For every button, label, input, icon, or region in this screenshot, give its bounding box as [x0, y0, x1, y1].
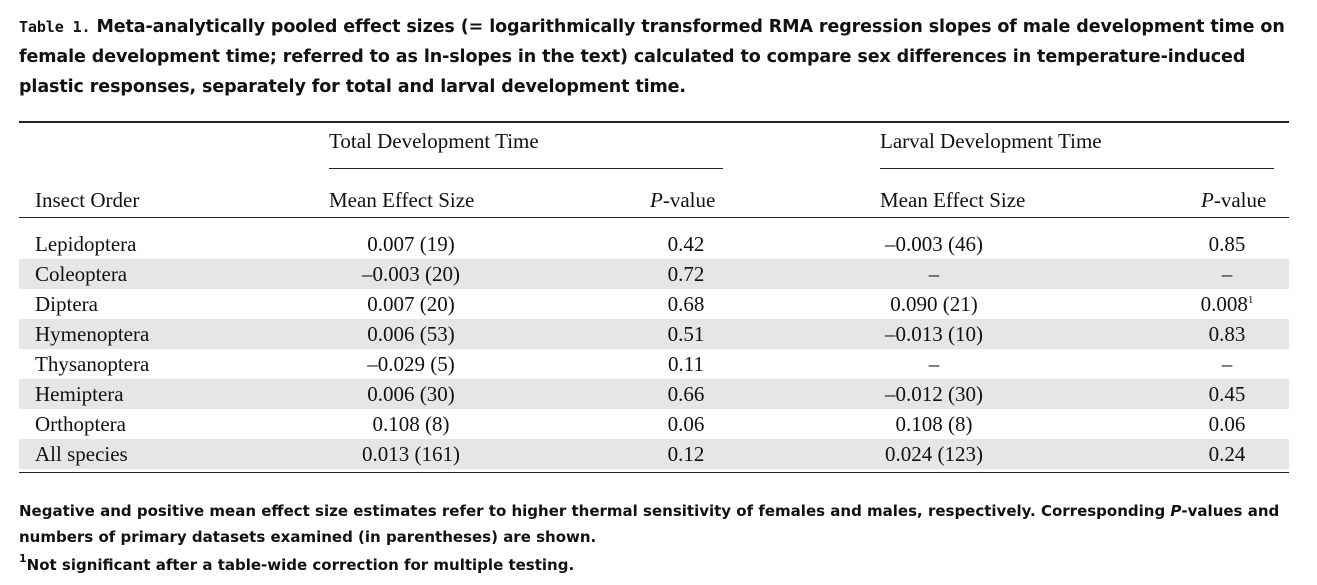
cell-total-mean: 0.006 (53) — [367, 322, 455, 346]
bottom-rule — [19, 472, 1289, 473]
cell-larval-mean: –0.003 (46) — [885, 232, 983, 256]
cell-larval-p: 0.45 — [1208, 382, 1246, 406]
cell-total-p: 0.51 — [667, 322, 705, 346]
cell-total-mean: –0.003 (20) — [362, 262, 460, 286]
row-stripe — [19, 379, 1289, 409]
col-header-p-larval: P-value — [1201, 188, 1267, 212]
cell-total-mean: 0.108 (8) — [372, 412, 450, 436]
cell-total-mean: –0.029 (5) — [367, 352, 455, 376]
cell-total-mean: 0.007 (19) — [367, 232, 455, 256]
cell-order: Thysanoptera — [35, 352, 150, 376]
footnote-marker: 1 — [1247, 294, 1254, 306]
cell-larval-mean: – — [928, 352, 940, 376]
cell-total-mean: 0.013 (161) — [362, 442, 460, 466]
table-caption: Table 1. Meta-analytically pooled effect… — [19, 12, 1294, 102]
cell-larval-p: 0.24 — [1208, 442, 1246, 466]
group-header-larval: Larval Development Time — [880, 129, 1102, 153]
col-header-mean-total: Mean Effect Size — [329, 188, 475, 212]
cell-total-p: 0.72 — [667, 262, 705, 286]
cell-larval-p: 0.85 — [1208, 232, 1246, 256]
group-rule-larval — [880, 168, 1274, 169]
cell-larval-mean: 0.090 (21) — [890, 292, 978, 316]
cell-total-p: 0.42 — [667, 232, 705, 256]
footnote-marker: 1 — [19, 552, 27, 565]
footnote-1: 1Not significant after a table-wide corr… — [19, 552, 575, 574]
row-stripe — [19, 439, 1289, 469]
cell-larval-p: 0.0081 — [1200, 292, 1254, 316]
cell-order: Diptera — [35, 292, 98, 316]
cell-order: Coleoptera — [35, 262, 128, 286]
header-rule — [19, 217, 1289, 218]
cell-total-mean: 0.006 (30) — [367, 382, 455, 406]
cell-larval-mean: –0.012 (30) — [885, 382, 983, 406]
cell-larval-p: – — [1221, 352, 1233, 376]
cell-larval-p: – — [1221, 262, 1233, 286]
cell-larval-mean: – — [928, 262, 940, 286]
top-rule — [19, 121, 1289, 123]
col-header-insect-order: Insect Order — [35, 188, 140, 212]
cell-total-p: 0.66 — [667, 382, 705, 406]
cell-order: All species — [35, 442, 128, 466]
group-header-total: Total Development Time — [329, 129, 539, 153]
cell-total-p: 0.12 — [667, 442, 705, 466]
row-stripe — [19, 319, 1289, 349]
cell-larval-mean: 0.024 (123) — [885, 442, 983, 466]
cell-order: Lepidoptera — [35, 232, 137, 256]
table-label: Table 1. — [19, 18, 91, 36]
row-stripe — [19, 259, 1289, 289]
group-rule-total — [329, 168, 723, 169]
cell-order: Orthoptera — [35, 412, 126, 436]
footnote-main: Negative and positive mean effect size e… — [19, 502, 1280, 546]
cell-total-p: 0.68 — [667, 292, 705, 316]
table-caption-text: Meta-analytically pooled effect sizes (=… — [19, 17, 1285, 97]
cell-order: Hymenoptera — [35, 322, 150, 346]
cell-total-p: 0.06 — [667, 412, 705, 436]
cell-total-mean: 0.007 (20) — [367, 292, 455, 316]
col-header-mean-larval: Mean Effect Size — [880, 188, 1026, 212]
cell-larval-mean: –0.013 (10) — [885, 322, 983, 346]
cell-order: Hemiptera — [35, 382, 124, 406]
cell-larval-p: 0.06 — [1208, 412, 1246, 436]
col-header-p-total: P-value — [650, 188, 716, 212]
cell-total-p: 0.11 — [668, 352, 704, 376]
cell-larval-mean: 0.108 (8) — [895, 412, 973, 436]
cell-larval-p: 0.83 — [1208, 322, 1246, 346]
